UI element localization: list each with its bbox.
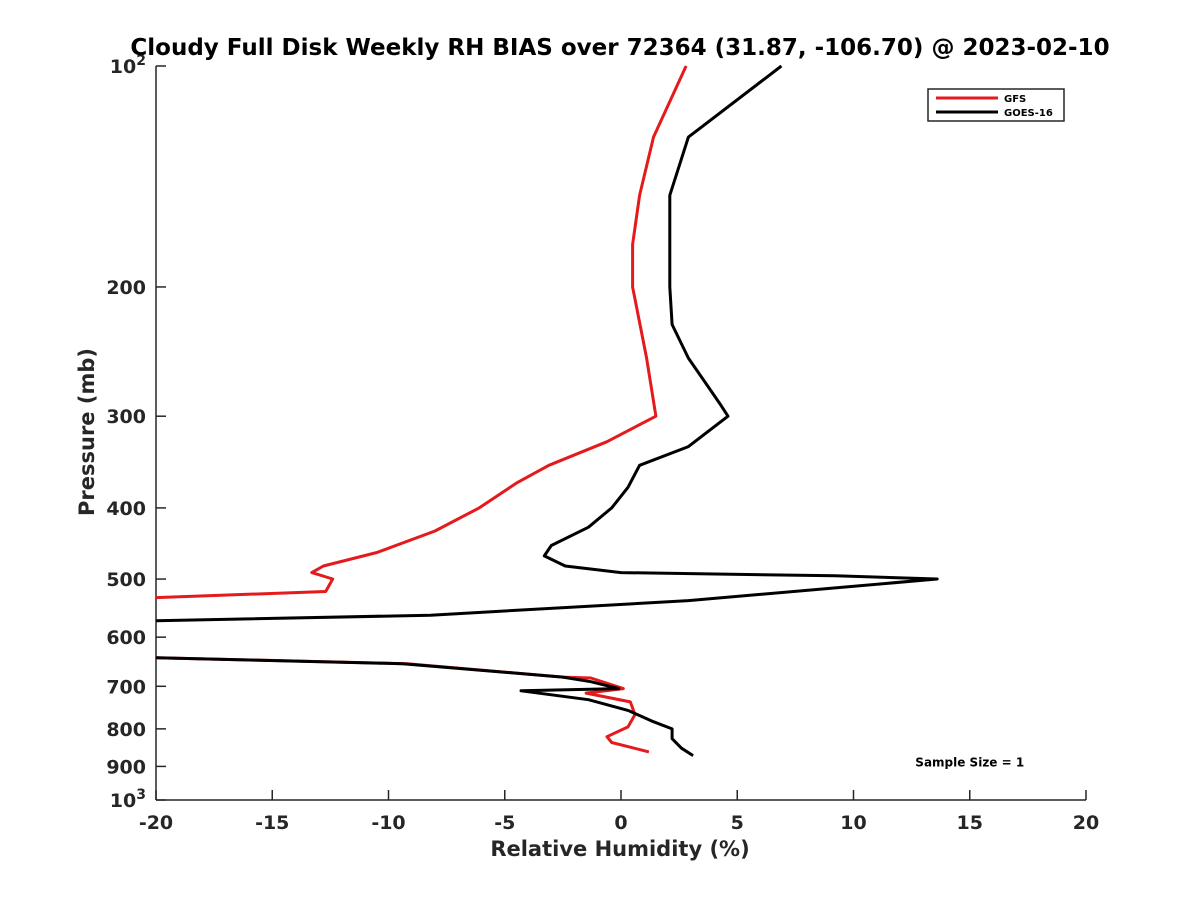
y-tick-label: 800 xyxy=(106,719,146,741)
x-tick-label: 20 xyxy=(1073,812,1099,834)
y-tick-label: 700 xyxy=(106,676,146,698)
x-tick-label: 5 xyxy=(731,812,744,834)
legend: GFS GOES-16 xyxy=(927,88,1065,122)
x-axis-label: Relative Humidity (%) xyxy=(490,837,749,861)
legend-box xyxy=(927,88,1065,122)
y-tick-label: 103 xyxy=(110,787,146,812)
series-line-gfs xyxy=(155,65,688,600)
series-line-goes-16 xyxy=(155,656,694,757)
legend-label: GFS xyxy=(1004,94,1026,105)
chart-title: Cloudy Full Disk Weekly RH BIAS over 723… xyxy=(130,35,1109,61)
x-tick-label: -10 xyxy=(371,812,405,834)
y-tick-label: 600 xyxy=(106,627,146,649)
y-tick-label: 200 xyxy=(106,277,146,299)
x-tick-label: 10 xyxy=(840,812,866,834)
x-tick-label: -15 xyxy=(255,812,289,834)
series-layer xyxy=(155,64,939,757)
x-tick-label: -5 xyxy=(494,812,515,834)
y-axis-label: Pressure (mb) xyxy=(75,348,99,516)
x-tick-label: -20 xyxy=(139,812,173,834)
series-line-gfs xyxy=(155,656,650,754)
annotation-text: Sample Size = 1 xyxy=(915,755,1024,769)
y-tick-label: 500 xyxy=(106,569,146,591)
x-tick-label: 15 xyxy=(957,812,983,834)
y-tick-label: 400 xyxy=(106,498,146,520)
x-tick-label: 0 xyxy=(614,812,627,834)
y-tick-label: 900 xyxy=(106,756,146,778)
y-tick-label: 102 xyxy=(110,53,146,78)
y-tick-label: 300 xyxy=(106,406,146,428)
series-line-goes-16 xyxy=(155,64,939,623)
annotation-layer: Sample Size = 1 xyxy=(915,755,1024,769)
legend-label: GOES-16 xyxy=(1004,108,1053,119)
tick-layer: -20 -15 -10 -5 0 5 10 15 20 102 200 300 400 500 600 700… xyxy=(106,53,1099,834)
